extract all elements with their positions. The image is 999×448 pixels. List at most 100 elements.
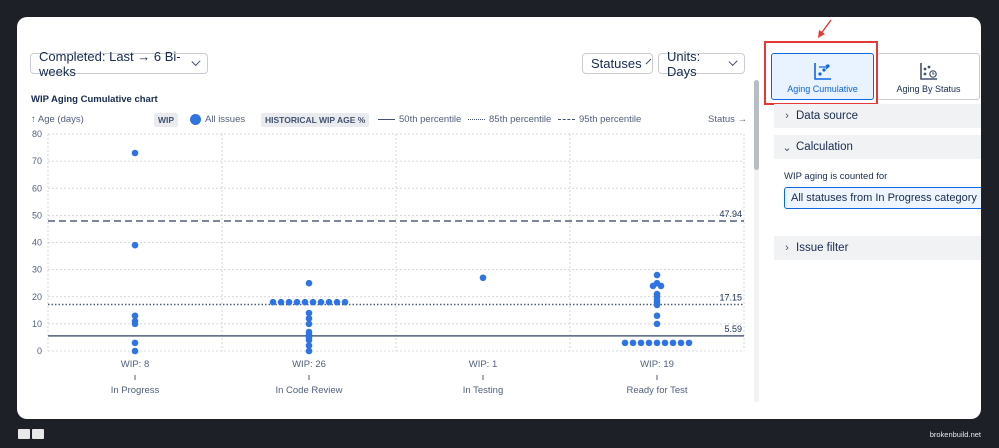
section-calculation-label: Calculation <box>796 141 853 153</box>
y-tick-label: 0 <box>37 346 42 356</box>
data-point <box>305 309 313 317</box>
data-point <box>305 342 313 349</box>
y-tick-label: 60 <box>32 183 42 193</box>
p85-legend[interactable]: 85th percentile <box>468 114 551 125</box>
data-point <box>341 298 349 306</box>
dotted-line-icon <box>468 119 485 120</box>
tab-aging-cumulative-label: Aging Cumulative <box>787 84 858 94</box>
status-axis-label-text: Status → <box>708 114 748 125</box>
footer-brand: brokenbuild.net <box>929 430 981 439</box>
data-point <box>621 339 629 347</box>
wip-count-label: WIP: 8 <box>121 359 150 370</box>
data-point <box>305 336 313 344</box>
y-tick-label: 10 <box>32 319 42 329</box>
arrow-icon <box>818 19 832 38</box>
all-issues-legend[interactable]: All issues <box>190 114 245 125</box>
y-tick-label: 80 <box>32 129 42 139</box>
data-point <box>293 298 301 306</box>
data-point <box>653 320 661 328</box>
p50-label: 50th percentile <box>399 114 462 125</box>
scrollbar-track[interactable] <box>754 80 759 402</box>
solid-line-icon <box>378 119 395 120</box>
status-chart-icon <box>919 63 937 80</box>
data-point <box>653 339 661 347</box>
data-point <box>317 298 325 306</box>
category-label: In Testing <box>463 385 504 396</box>
data-point <box>653 301 661 309</box>
main-card: Completed: Last → 6 Bi-weeks Statuses Un… <box>17 17 981 419</box>
data-point <box>277 298 285 306</box>
data-point <box>649 282 657 290</box>
cumulative-chart-icon <box>813 63 831 80</box>
wip-aging-chart: 0 10 20 30 40 50 60 70 80 5.59 17.15 47.94 WIP: 8 In … <box>32 129 745 396</box>
data-point <box>629 339 637 347</box>
wip-count-label: WIP: 19 <box>640 359 674 370</box>
p95-label: 95th percentile <box>579 114 642 125</box>
all-issues-label: All issues <box>205 114 246 125</box>
y-axis-label: ↑ Age (days) <box>31 114 84 125</box>
percentile-label: 47.94 <box>719 209 742 219</box>
units-label: Units: Days <box>667 48 701 79</box>
chevron-right-icon: › <box>785 242 789 254</box>
chevron-down-icon <box>728 56 738 67</box>
percentile-label: 5.59 <box>724 324 742 334</box>
dot-icon <box>190 114 201 125</box>
tab-aging-by-status[interactable]: Aging By Status <box>877 53 980 100</box>
data-point <box>301 298 309 306</box>
data-point <box>309 298 317 306</box>
chevron-down-icon: ⌄ <box>782 141 792 154</box>
chart-title: WIP Aging Cumulative chart <box>31 94 158 105</box>
p85-label: 85th percentile <box>489 114 552 125</box>
tab-aging-cumulative[interactable]: Aging Cumulative <box>771 53 874 100</box>
y-tick-label: 40 <box>32 238 42 248</box>
completed-range-dropdown[interactable]: Completed: Last → 6 Bi-weeks <box>30 49 208 79</box>
data-point <box>305 347 313 355</box>
chevron-down-icon <box>645 58 651 65</box>
historical-tag-text: HISTORICAL WIP AGE % <box>261 113 370 127</box>
data-point <box>305 315 313 322</box>
percentile-label: 17.15 <box>719 292 742 302</box>
wip-counted-label: WIP aging is counted for <box>784 171 888 182</box>
section-data-source-label: Data source <box>796 110 859 122</box>
chevron-right-icon: › <box>785 110 789 122</box>
section-calculation[interactable]: ⌄ Calculation <box>774 135 981 159</box>
footer-logo <box>18 429 44 439</box>
data-point <box>131 241 139 249</box>
units-dropdown[interactable]: Units: Days <box>658 49 745 79</box>
wip-counted-value: All statuses from In Progress category <box>791 192 977 204</box>
data-point <box>645 339 653 347</box>
statuses-dropdown[interactable]: Statuses <box>582 53 653 74</box>
data-point <box>269 298 277 306</box>
data-point <box>131 347 139 355</box>
scrollbar-thumb[interactable] <box>754 80 759 170</box>
section-data-source[interactable]: › Data source <box>774 104 981 128</box>
category-label: In Progress <box>111 385 160 396</box>
highlight-box <box>764 41 878 105</box>
data-point <box>677 339 685 347</box>
completed-range-label: Completed: Last → 6 Bi-weeks <box>39 48 181 79</box>
p50-legend[interactable]: 50th percentile <box>378 114 461 125</box>
data-point <box>305 320 313 328</box>
chevron-down-icon <box>191 56 201 67</box>
statuses-label: Statuses <box>591 56 642 71</box>
section-issue-filter-label: Issue filter <box>796 242 849 254</box>
data-point <box>325 298 333 306</box>
category-label: Ready for Test <box>626 385 687 396</box>
data-point <box>637 339 645 347</box>
data-point <box>661 339 669 347</box>
wip-count-label: WIP: 1 <box>469 359 498 370</box>
y-tick-label: 30 <box>32 265 42 275</box>
section-issue-filter[interactable]: › Issue filter <box>774 236 981 260</box>
y-tick-label: 70 <box>32 156 42 166</box>
data-point <box>653 312 661 320</box>
y-axis-label-text: ↑ Age (days) <box>31 114 84 125</box>
wip-count-label: WIP: 26 <box>292 359 326 370</box>
data-point <box>131 312 139 320</box>
tab-aging-by-status-label: Aging By Status <box>896 84 961 94</box>
p95-legend[interactable]: 95th percentile <box>558 114 641 125</box>
wip-counted-select[interactable]: All statuses from In Progress category <box>784 187 981 209</box>
dashed-line-icon <box>558 119 575 120</box>
y-tick-label: 20 <box>32 292 42 302</box>
wip-legend: WIP <box>154 113 179 127</box>
data-point <box>685 339 693 347</box>
